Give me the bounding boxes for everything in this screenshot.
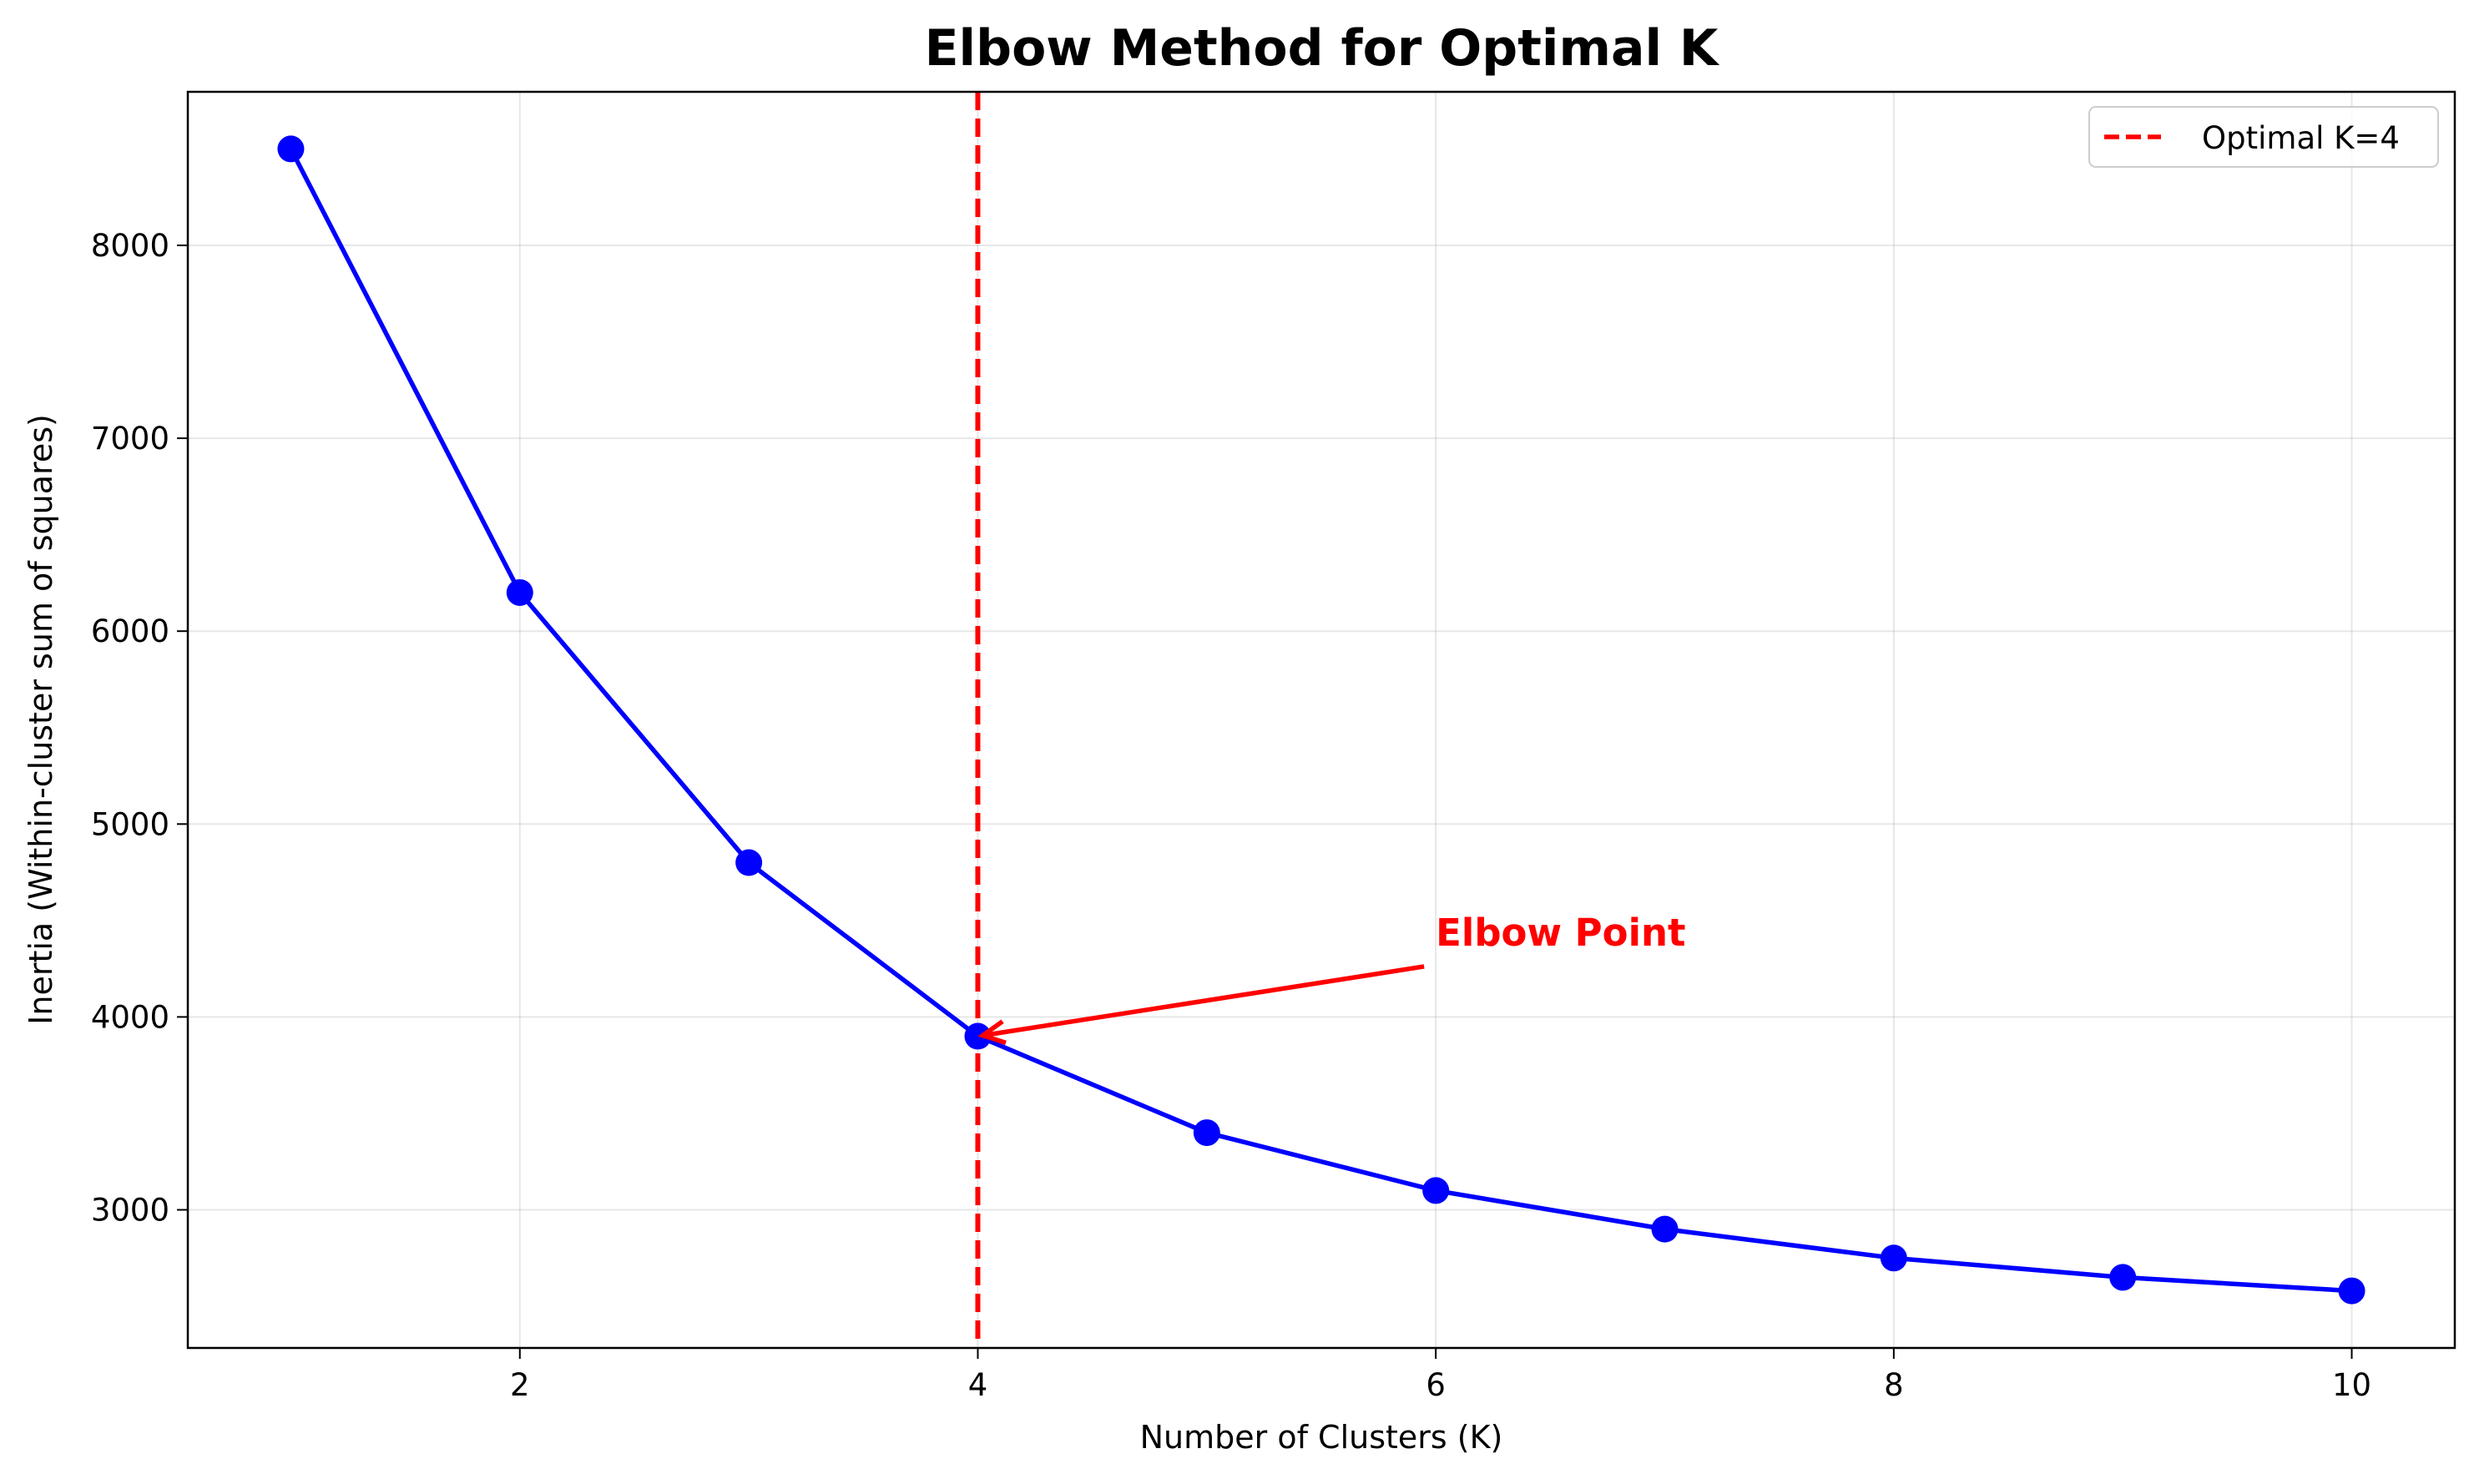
data-point [1880, 1244, 1907, 1272]
y-tick-label: 7000 [91, 421, 169, 457]
chart-title: Elbow Method for Optimal K [925, 19, 1720, 78]
data-point [1422, 1177, 1450, 1204]
x-tick-label: 4 [968, 1367, 988, 1403]
legend-box [2088, 106, 2439, 168]
x-tick-label: 2 [510, 1367, 530, 1403]
x-axis-label: Number of Clusters (K) [1140, 1419, 1503, 1456]
legend: Optimal K=4 [2088, 106, 2439, 168]
data-point [2109, 1264, 2137, 1291]
legend-entry-optimal-k: Optimal K=4 [2202, 120, 2400, 156]
annotation-elbow-point: Elbow Point [1436, 911, 1685, 955]
data-point [1193, 1119, 1220, 1147]
y-tick-label: 5000 [91, 806, 169, 842]
y-tick-label: 6000 [91, 613, 169, 649]
plot-frame [186, 90, 2456, 1350]
data-point [506, 578, 533, 606]
data-point [2338, 1277, 2365, 1305]
y-tick-label: 4000 [91, 999, 169, 1035]
annotation-arrow-shaft [982, 964, 1425, 1038]
x-tick-label: 10 [2332, 1367, 2371, 1403]
y-tick-label: 8000 [91, 228, 169, 264]
grid [188, 92, 2455, 1348]
data-point [1651, 1215, 1679, 1243]
series-layer [277, 135, 2365, 1305]
y-axis-ticks: 3000 4000 5000 6000 7000 8000 [91, 228, 188, 1229]
x-axis-ticks: 2 4 6 8 10 [510, 1348, 2371, 1403]
series-line [289, 148, 2352, 1294]
data-point [735, 849, 763, 876]
x-tick-label: 6 [1426, 1367, 1446, 1403]
annotation-layer: Elbow Point [977, 911, 1686, 1046]
x-tick-label: 8 [1884, 1367, 1904, 1403]
y-tick-label: 3000 [91, 1193, 169, 1229]
data-point [277, 135, 305, 163]
y-axis-label: Inertia (Within-cluster sum of squares) [23, 414, 59, 1025]
annotation-arrow-head [977, 1019, 1007, 1046]
